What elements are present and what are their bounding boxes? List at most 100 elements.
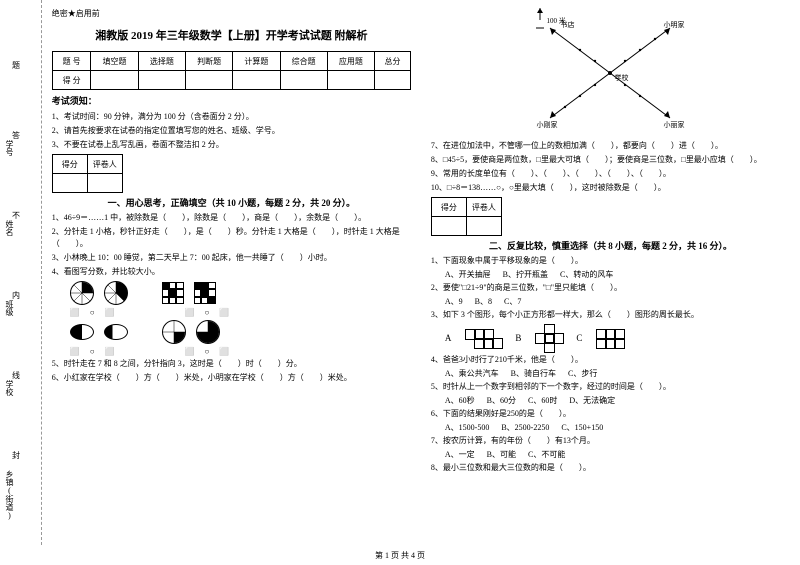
score-header: 判断题 xyxy=(185,52,232,71)
q8: 8、□45÷5，要使商是两位数，□里最大可填（ ）；要使商是三位数，□里最小应填… xyxy=(431,154,790,166)
score-cell xyxy=(185,71,232,90)
polyomino-b xyxy=(535,324,562,351)
opt: B、2500-2250 xyxy=(501,422,549,433)
fraction-shapes-row2 xyxy=(70,320,411,344)
score-header: 填空题 xyxy=(91,52,138,71)
opt: C、150+150 xyxy=(561,422,603,433)
notice-block: 考试须知： 1、考试时间：90 分钟，满分为 100 分（含卷面分 2 分）。 … xyxy=(52,94,411,151)
fraction-box: ⬜ xyxy=(219,308,229,317)
fraction-box: ⬜ xyxy=(70,308,80,317)
binding-label: 乡镇(街道) xyxy=(4,470,15,520)
compass-ne: 小明家 xyxy=(663,20,684,30)
q10: 10、□÷8＝138……○，○里最大填（ ），这时被除数是（ ）。 xyxy=(431,182,790,194)
binding-mark: 题 xyxy=(12,60,26,71)
opt: B、8 xyxy=(475,296,492,307)
question-list: 1、46÷9＝……1 中，被除数是（ ），除数是（ ），商是（ ），余数是（ ）… xyxy=(52,212,411,384)
score-cell xyxy=(233,71,280,90)
oval-fraction-icon xyxy=(70,324,94,340)
marker-cell xyxy=(431,217,466,236)
page: 乡镇(街道) 学校 班级 姓名 学号 封 线 内 不 答 题 绝密★启用前 湘教… xyxy=(0,0,800,545)
q1: 1、46÷9＝……1 中，被除数是（ ），除数是（ ），商是（ ），余数是（ ）… xyxy=(52,212,411,224)
binding-mark: 封 xyxy=(12,450,26,461)
opt: D、无法确定 xyxy=(569,395,615,406)
fraction-box: ⬜ xyxy=(185,347,195,356)
notice-item: 3、不要在试卷上乱写乱画，卷面不整洁扣 2 分。 xyxy=(52,139,411,151)
q3: 3、小林晚上 10：00 睡觉，第二天早上 7：00 起床，他一共睡了（ ）小时… xyxy=(52,252,411,264)
fraction-shapes-row1 xyxy=(70,281,411,305)
opt: C、步行 xyxy=(568,368,597,379)
opt: B、骑自行车 xyxy=(511,368,556,379)
binding-label: 学号 xyxy=(4,140,15,156)
s2q1: 1、下面现象中属于平移现象的是（ ）。 xyxy=(431,255,790,267)
marker-cell xyxy=(87,174,122,193)
marker-table: 得分评卷人 xyxy=(431,197,502,236)
options: A、60秒 B、60分 C、60时 D、无法确定 xyxy=(445,395,790,406)
binding-mark: 不 xyxy=(12,210,26,221)
marker-head: 评卷人 xyxy=(87,155,122,174)
q5: 5、时针走在 7 和 8 之间，分针指向 3，这时是（ ）时（ ）分。 xyxy=(52,358,411,370)
marker-table: 得分评卷人 xyxy=(52,154,123,193)
circle-fraction-icon xyxy=(104,281,128,305)
opt: A、一定 xyxy=(445,449,475,460)
notice-item: 2、请首先按要求在试卷的指定位置填写您的姓名、班级、学号。 xyxy=(52,125,411,137)
options: A、9 B、8 C、7 xyxy=(445,296,790,307)
notice-head: 考试须知： xyxy=(52,94,411,107)
opt: B、拧开瓶盖 xyxy=(503,269,548,280)
binding-label: 姓名 xyxy=(4,220,15,236)
paper-title: 湘教版 2019 年三年级数学【上册】开学考试试题 附解析 xyxy=(52,27,411,43)
q9: 9、常用的长度单位有（ ）、（ ）、（ ）、（ ）、（ ）。 xyxy=(431,168,790,180)
score-cell: 得 分 xyxy=(52,71,91,90)
fraction-box: ⬜ xyxy=(105,308,115,317)
opt: B、可能 xyxy=(487,449,516,460)
s2q7: 7、按农历计算，有的年份（ ）有13个月。 xyxy=(431,435,790,447)
options: A、开关抽屉 B、拧开瓶盖 C、转动的风车 xyxy=(445,269,790,280)
s2q2: 2、要使"□21÷9"的商是三位数，"□"里只能填（ ）。 xyxy=(431,282,790,294)
s2q8: 8、最小三位数和最大三位数的和是（ ）。 xyxy=(431,462,790,474)
compass-se: 小丽家 xyxy=(663,120,684,130)
opt: C、60时 xyxy=(528,395,557,406)
shape-label: B xyxy=(515,333,521,343)
notice-item: 1、考试时间：90 分钟，满分为 100 分（含卷面分 2 分）。 xyxy=(52,111,411,123)
circle-fraction-icon xyxy=(70,281,94,305)
score-cell xyxy=(375,71,411,90)
score-table: 题 号 填空题 选择题 判断题 计算题 综合题 应用题 总分 得 分 xyxy=(52,51,411,90)
opt: C、7 xyxy=(504,296,521,307)
s2q5: 5、时针从上一个数字到相邻的下一个数字，经过的时间是（ ）。 xyxy=(431,381,790,393)
opt: C、转动的风车 xyxy=(560,269,613,280)
compass-sw: 小刚家 xyxy=(536,120,557,130)
score-header: 综合题 xyxy=(280,52,327,71)
shape-label: A xyxy=(445,333,452,343)
q2: 2、分针走 1 小格，秒针正好走（ ），是（ ）秒。分针走 1 大格是（ ），时… xyxy=(52,226,411,250)
compare-row: ⬜○⬜ ⬜○⬜ xyxy=(70,308,411,317)
fraction-box: ⬜ xyxy=(185,308,195,317)
question-list-2: 1、下面现象中属于平移现象的是（ ）。 A、开关抽屉 B、拧开瓶盖 C、转动的风… xyxy=(431,255,790,474)
opt: A、乘公共汽车 xyxy=(445,368,499,379)
s2q3: 3、如下 3 个图形，每个小正方形都一样大，那么（ ）图形的周长最长。 xyxy=(431,309,790,321)
fraction-box: ⬜ xyxy=(105,347,115,356)
options: A、乘公共汽车 B、骑自行车 C、步行 xyxy=(445,368,790,379)
q4: 4、看图写分数，并比较大小。 xyxy=(52,266,411,278)
binding-label: 学校 xyxy=(4,380,15,396)
score-cell xyxy=(91,71,138,90)
score-cell xyxy=(280,71,327,90)
compass-center: 学校 xyxy=(614,73,628,83)
fraction-box: ⬜ xyxy=(219,347,229,356)
score-header: 总分 xyxy=(375,52,411,71)
section1-title: 一、用心思考，正确填空（共 10 小题，每题 2 分，共 20 分）。 xyxy=(52,196,411,209)
opt: C、不可能 xyxy=(528,449,565,460)
binding-margin: 乡镇(街道) 学校 班级 姓名 学号 封 线 内 不 答 题 xyxy=(0,0,42,545)
section2-title: 二、反复比较，慎重选择（共 8 小题，每题 2 分，共 16 分）。 xyxy=(431,239,790,252)
circle-fraction-icon xyxy=(196,320,220,344)
opt: A、9 xyxy=(445,296,463,307)
fraction-box: ⬜ xyxy=(70,347,80,356)
options: A、一定 B、可能 C、不可能 xyxy=(445,449,790,460)
q7: 7、在进位加法中，不管哪一位上的数相加满（ ），都要向（ ）进（ ）。 xyxy=(431,140,790,152)
page-footer: 第 1 页 共 4 页 xyxy=(0,550,800,561)
opt: B、60分 xyxy=(487,395,516,406)
s2q6: 6、下面的结果刚好是250的是（ ）。 xyxy=(431,408,790,420)
grid-fraction-icon xyxy=(194,282,216,304)
score-header: 选择题 xyxy=(138,52,185,71)
shape-label: C xyxy=(576,333,582,343)
score-header: 应用题 xyxy=(327,52,374,71)
oval-fraction-icon xyxy=(104,324,128,340)
